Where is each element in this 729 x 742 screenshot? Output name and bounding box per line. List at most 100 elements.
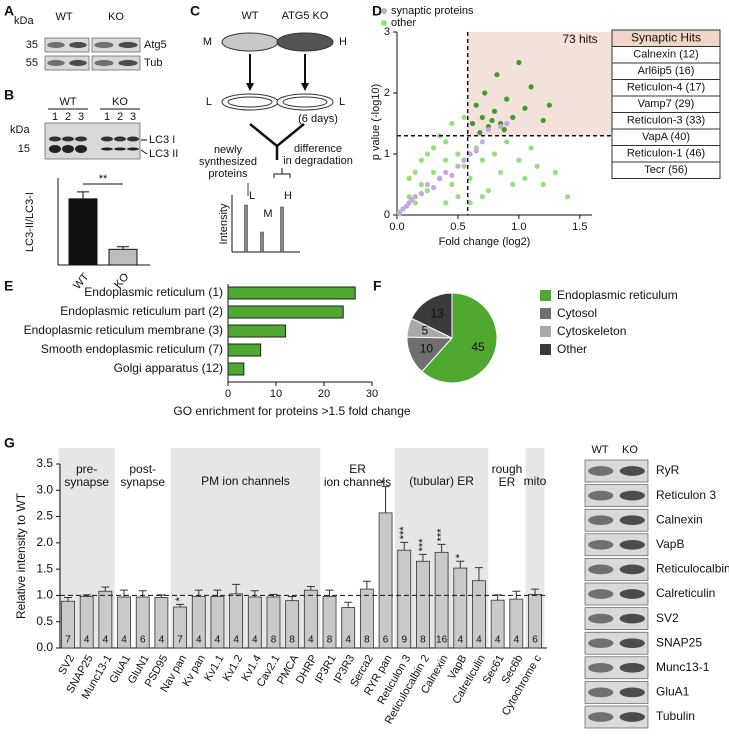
point — [540, 181, 546, 188]
legend-label: Cytoskeleton — [557, 324, 626, 338]
blot-band — [127, 136, 139, 142]
y-tick-label: 3.0 — [36, 482, 53, 496]
n-label: 8 — [420, 635, 426, 646]
bar — [227, 343, 262, 357]
blot-band — [619, 539, 645, 550]
blot-band — [114, 136, 126, 142]
blot-band — [101, 136, 113, 142]
bar — [227, 305, 344, 319]
blot-band — [101, 147, 113, 151]
blot-band — [588, 638, 614, 649]
blot-band — [619, 466, 645, 476]
legend-swatch — [540, 308, 551, 319]
medium-label: M — [203, 36, 212, 48]
blot-band — [588, 564, 614, 575]
blot-band — [75, 136, 87, 142]
hit-region — [467, 32, 612, 136]
blot — [44, 37, 90, 53]
blot-band — [619, 613, 645, 624]
error-bar — [101, 586, 110, 592]
point — [485, 188, 492, 194]
arrow-head — [246, 83, 254, 91]
error-bar — [418, 553, 427, 562]
culture — [221, 32, 279, 52]
error-bar — [120, 589, 129, 598]
point — [461, 157, 467, 163]
point — [473, 102, 479, 108]
point — [546, 102, 552, 108]
blot-band — [75, 145, 87, 153]
y-tick-label: 0 — [384, 209, 390, 221]
group-label: pre- — [76, 462, 97, 476]
point — [449, 181, 455, 188]
blot — [584, 484, 649, 507]
slice-label: 45 — [471, 340, 485, 354]
lane-label: KO — [108, 11, 124, 23]
panel-label: A — [4, 3, 14, 19]
significance: *** — [417, 538, 429, 552]
slice-label: 5 — [422, 324, 429, 338]
blot — [584, 558, 649, 581]
blot — [91, 37, 141, 53]
blot — [584, 459, 649, 483]
point — [528, 84, 534, 90]
point — [485, 127, 492, 133]
x-tick-label: 0 — [225, 388, 231, 400]
note: difference — [294, 143, 342, 155]
point — [510, 114, 516, 120]
point — [412, 200, 418, 206]
point — [396, 211, 403, 217]
blot-band — [47, 59, 65, 67]
blot-band — [62, 136, 74, 142]
blot-band — [118, 59, 138, 67]
x-tick-label: 1.0 — [511, 221, 526, 233]
blot-band — [619, 515, 645, 526]
n-label: 4 — [495, 635, 501, 646]
y-axis-label: p value (-log10) — [370, 84, 382, 160]
blot-band — [619, 564, 645, 575]
blot — [584, 631, 649, 655]
n-label: 4 — [84, 635, 90, 646]
replicate-label: 2 — [117, 111, 123, 123]
band-label: Atg5 — [144, 39, 167, 51]
line — [140, 149, 148, 155]
point — [504, 96, 510, 102]
legend-swatch — [540, 326, 551, 337]
point — [443, 139, 449, 145]
y-tick-label: Golgi apparatus (12) — [114, 361, 223, 375]
replicate-label: 3 — [78, 111, 84, 123]
point — [494, 72, 500, 78]
point — [552, 169, 559, 175]
group-label: post- — [129, 462, 156, 476]
table-text: Calnexin (12) — [633, 49, 698, 61]
point — [437, 175, 443, 181]
point — [497, 169, 504, 175]
significance: * — [174, 596, 186, 601]
error-bar — [64, 597, 72, 602]
significance: *** — [436, 528, 448, 542]
pie-slice — [421, 292, 498, 384]
x-tick-label: 0.0 — [389, 221, 404, 233]
replicate-label: 2 — [65, 111, 71, 123]
table-text: VapA (40) — [642, 131, 690, 143]
x-axis-label: Fold change (log2) — [439, 236, 531, 248]
y-tick-label: Endoplasmic reticulum membrane (3) — [24, 323, 223, 337]
band-label: LC3 II — [149, 148, 178, 160]
legend-label: Other — [557, 342, 587, 356]
x-tick-label: 0.5 — [450, 221, 465, 233]
y-tick-label: 3.5 — [36, 456, 53, 470]
y-axis-label: LC3-II/LC3-I — [24, 192, 36, 252]
culture — [276, 32, 334, 52]
blot-band — [49, 136, 61, 142]
group-label: mito — [524, 474, 547, 488]
n-label: 4 — [159, 635, 165, 646]
error-bar — [381, 486, 390, 513]
panel-label: C — [190, 3, 200, 19]
lane-label: KO — [112, 96, 128, 108]
table-text: Vamp7 (29) — [638, 98, 695, 110]
band-label: GluA1 — [656, 685, 690, 699]
n-label: 4 — [196, 635, 202, 646]
panel-label: F — [373, 278, 382, 294]
marker-label: 35 — [26, 39, 38, 51]
